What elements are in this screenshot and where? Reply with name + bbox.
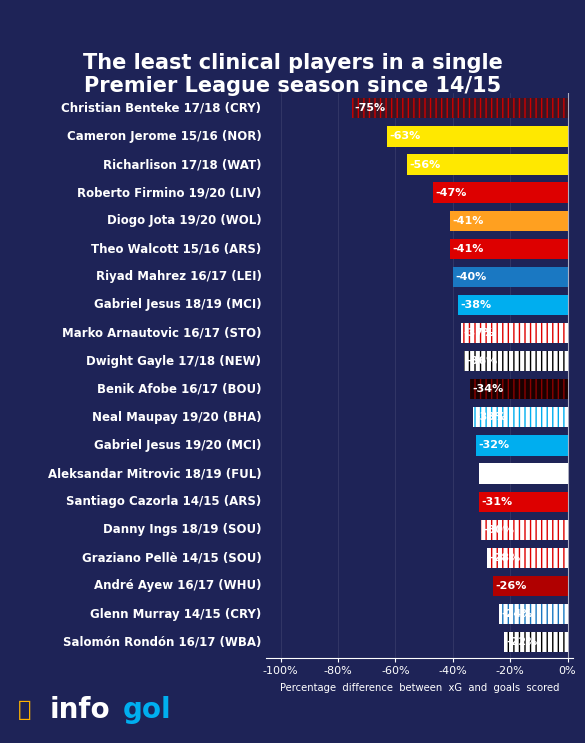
- Text: -63%: -63%: [389, 132, 420, 141]
- X-axis label: Percentage  difference  between  xG  and  goals  scored: Percentage difference between xG and goa…: [280, 683, 559, 692]
- Text: -26%: -26%: [495, 581, 526, 591]
- Bar: [464, 351, 567, 372]
- Text: Richarlison 17/18 (WAT): Richarlison 17/18 (WAT): [103, 158, 261, 171]
- Text: Glenn Murray 14/15 (CRY): Glenn Murray 14/15 (CRY): [90, 608, 261, 620]
- Text: info: info: [50, 695, 111, 724]
- Text: Gabriel Jesus 19/20 (MCI): Gabriel Jesus 19/20 (MCI): [94, 439, 261, 452]
- Text: Dwight Gayle 17/18 (NEW): Dwight Gayle 17/18 (NEW): [87, 354, 261, 368]
- Text: Graziano Pellè 14/15 (SOU): Graziano Pellè 14/15 (SOU): [82, 551, 261, 565]
- Bar: [462, 323, 567, 343]
- Text: -33%: -33%: [475, 412, 506, 422]
- Text: Riyad Mahrez 16/17 (LEI): Riyad Mahrez 16/17 (LEI): [95, 270, 261, 283]
- Bar: [473, 407, 567, 427]
- Bar: [479, 464, 567, 484]
- Text: -75%: -75%: [355, 103, 386, 114]
- Bar: [498, 604, 567, 624]
- Bar: [481, 519, 567, 540]
- Bar: [450, 210, 567, 231]
- Text: -36%: -36%: [466, 356, 498, 366]
- Bar: [407, 155, 567, 175]
- Text: Diogo Jota 19/20 (WOL): Diogo Jota 19/20 (WOL): [107, 214, 261, 227]
- Bar: [498, 604, 567, 624]
- Text: Theo Walcott 15/16 (ARS): Theo Walcott 15/16 (ARS): [91, 242, 261, 256]
- Bar: [487, 548, 567, 568]
- Bar: [473, 407, 567, 427]
- Bar: [387, 126, 567, 146]
- Text: Aleksandar Mitrovic 18/19 (FUL): Aleksandar Mitrovic 18/19 (FUL): [48, 467, 261, 480]
- Text: -40%: -40%: [455, 272, 486, 282]
- Bar: [493, 576, 567, 596]
- Text: Cameron Jerome 15/16 (NOR): Cameron Jerome 15/16 (NOR): [67, 130, 261, 143]
- Text: Gabriel Jesus 18/19 (MCI): Gabriel Jesus 18/19 (MCI): [94, 299, 261, 311]
- Bar: [479, 492, 567, 512]
- Text: Salomón Rondón 16/17 (WBA): Salomón Rondón 16/17 (WBA): [63, 635, 261, 649]
- Bar: [352, 98, 567, 118]
- Bar: [504, 632, 567, 652]
- Text: -41%: -41%: [452, 244, 484, 254]
- Text: -30%: -30%: [484, 525, 515, 535]
- Bar: [481, 519, 567, 540]
- Bar: [459, 295, 567, 315]
- Bar: [352, 98, 567, 118]
- Text: André Ayew 16/17 (WHU): André Ayew 16/17 (WHU): [94, 580, 261, 592]
- Text: -38%: -38%: [461, 300, 492, 310]
- Text: -22%: -22%: [507, 637, 538, 647]
- Bar: [504, 632, 567, 652]
- Text: Santiago Cazorla 14/15 (ARS): Santiago Cazorla 14/15 (ARS): [66, 495, 261, 508]
- Text: gol: gol: [123, 695, 171, 724]
- Bar: [450, 239, 567, 259]
- Text: -32%: -32%: [478, 441, 509, 450]
- Bar: [433, 183, 567, 203]
- Text: -41%: -41%: [452, 215, 484, 226]
- Text: Benik Afobe 16/17 (BOU): Benik Afobe 16/17 (BOU): [97, 383, 261, 396]
- Text: -24%: -24%: [501, 609, 532, 619]
- Text: -37%: -37%: [464, 328, 495, 338]
- Text: -47%: -47%: [435, 187, 466, 198]
- Text: Marko Arnautovic 16/17 (STO): Marko Arnautovic 16/17 (STO): [62, 327, 261, 340]
- Text: -28%: -28%: [490, 553, 521, 563]
- Bar: [476, 435, 567, 455]
- Text: Neal Maupay 19/20 (BHA): Neal Maupay 19/20 (BHA): [92, 411, 261, 424]
- Text: -31%: -31%: [481, 496, 512, 507]
- Bar: [470, 379, 567, 400]
- Text: -31%: -31%: [481, 469, 512, 478]
- Text: -34%: -34%: [472, 384, 504, 395]
- Bar: [464, 351, 567, 372]
- Bar: [487, 548, 567, 568]
- Text: Christian Benteke 17/18 (CRY): Christian Benteke 17/18 (CRY): [61, 102, 261, 115]
- Text: Roberto Firmino 19/20 (LIV): Roberto Firmino 19/20 (LIV): [77, 186, 261, 199]
- Text: Danny Ings 18/19 (SOU): Danny Ings 18/19 (SOU): [103, 523, 261, 536]
- Text: The least clinical players in a single
Premier League season since 14/15: The least clinical players in a single P…: [82, 53, 503, 96]
- Bar: [470, 379, 567, 400]
- Bar: [453, 267, 567, 287]
- Text: ⚽: ⚽: [18, 700, 31, 719]
- Text: -56%: -56%: [409, 160, 441, 169]
- Bar: [462, 323, 567, 343]
